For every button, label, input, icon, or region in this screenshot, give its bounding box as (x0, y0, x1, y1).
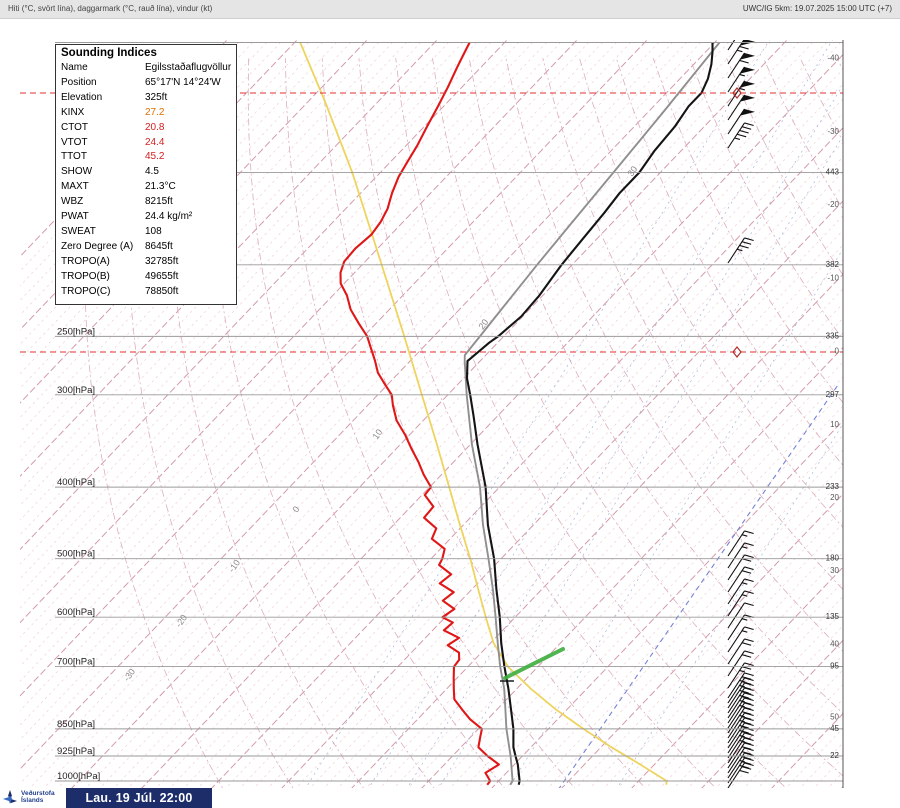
indices-row: KINX 27.2 (61, 106, 231, 121)
indices-row: SWEAT 108 (61, 225, 231, 240)
svg-text:300[hPa]: 300[hPa] (57, 385, 95, 396)
indices-row: TROPO(A) 32785ft (61, 255, 231, 270)
svg-text:50: 50 (830, 713, 839, 722)
index-value: 24.4 (145, 136, 165, 148)
svg-text:95: 95 (830, 662, 839, 671)
svg-text:850[hPa]: 850[hPa] (57, 719, 95, 730)
svg-text:700[hPa]: 700[hPa] (57, 657, 95, 668)
header-bar: Hiti (°C, svört lína), daggarmark (°C, r… (0, 0, 900, 19)
index-label: SWEAT (61, 225, 96, 237)
svg-text:-30: -30 (827, 127, 839, 136)
index-value: 49655ft (145, 270, 179, 282)
index-value: 108 (145, 225, 162, 237)
svg-text:297: 297 (826, 390, 840, 399)
vedurstofa-logo: Veðurstofa Íslands (2, 789, 55, 805)
index-label: Elevation (61, 91, 103, 103)
svg-text:925[hPa]: 925[hPa] (57, 746, 95, 757)
indices-row: Position 65°17'N 14°24'W (61, 76, 231, 91)
indices-row: TROPO(B) 49655ft (61, 270, 231, 285)
indices-row: Zero Degree (A) 8645ft (61, 240, 231, 255)
index-label: Name (61, 62, 88, 73)
index-value: 4.5 (145, 166, 159, 178)
index-label: TROPO(A) (61, 255, 110, 267)
svg-text:1000[hPa]: 1000[hPa] (57, 771, 100, 782)
svg-text:30: 30 (625, 164, 639, 178)
index-label: TROPO(B) (61, 270, 110, 282)
indices-row: CTOT 20.8 (61, 121, 231, 136)
footer-bar: Veðurstofa Íslands Lau. 19 Júl. 22:00 (0, 788, 900, 808)
vedurstofa-logo-text: Veðurstofa Íslands (21, 790, 55, 805)
svg-text:180: 180 (826, 554, 840, 563)
logo-line1: Veðurstofa (21, 789, 55, 797)
index-value: 325ft (145, 91, 168, 103)
indices-row: PWAT 24.4 kg/m² (61, 210, 231, 225)
index-value: 78850ft (145, 285, 179, 297)
svg-text:-10: -10 (827, 273, 839, 282)
vedurstofa-logo-icon (3, 790, 17, 804)
svg-text:20: 20 (476, 317, 490, 331)
index-value: 20.8 (145, 121, 165, 133)
svg-text:500[hPa]: 500[hPa] (57, 549, 95, 560)
svg-text:335: 335 (826, 331, 840, 340)
index-label: SHOW (61, 166, 93, 178)
index-label: CTOT (61, 121, 89, 133)
index-label: TROPO(C) (61, 285, 111, 297)
index-label: KINX (61, 106, 85, 118)
index-label: PWAT (61, 211, 89, 223)
index-value: 27.2 (145, 106, 165, 118)
indices-row: WBZ 8215ft (61, 195, 231, 210)
indices-row: MAXT 21.3°C (61, 180, 231, 195)
indices-row: VTOT 24.4 (61, 136, 231, 151)
index-value: 24.4 kg/m² (145, 211, 193, 223)
svg-text:22: 22 (830, 751, 839, 760)
model-run-label: UWC/IG 5km: 19.07.2025 15:00 UTC (+7) (742, 4, 892, 13)
index-label: Zero Degree (A) (61, 240, 134, 252)
chart-caption: Hiti (°C, svört lína), daggarmark (°C, r… (8, 4, 213, 13)
svg-text:45: 45 (830, 724, 839, 733)
index-value: 8645ft (145, 240, 173, 252)
svg-text:135: 135 (826, 612, 840, 621)
svg-text:600[hPa]: 600[hPa] (57, 607, 95, 618)
index-value: Egilsstaðaflugvöllur (145, 62, 232, 73)
svg-text:400[hPa]: 400[hPa] (57, 477, 95, 488)
indices-rows: Name Egilsstaðaflugvöllur Position 65°17'N … (61, 61, 231, 300)
indices-row: TTOT 45.2 (61, 150, 231, 165)
svg-text:40: 40 (830, 639, 839, 648)
index-value: 8215ft (145, 196, 173, 208)
svg-text:10: 10 (830, 420, 839, 429)
indices-box: Sounding Indices Name Egilsstaðaflugvöllu… (55, 44, 237, 305)
svg-text:20: 20 (830, 493, 839, 502)
index-label: TTOT (61, 151, 87, 163)
svg-text:382: 382 (826, 260, 840, 269)
svg-text:-20: -20 (827, 200, 839, 209)
index-label: Position (61, 76, 97, 88)
indices-row: SHOW 4.5 (61, 165, 231, 180)
valid-time-badge: Lau. 19 Júl. 22:00 (66, 788, 212, 808)
indices-row: Elevation 325ft (61, 91, 231, 106)
index-value: 32785ft (145, 255, 179, 267)
index-value: 21.3°C (145, 181, 176, 193)
index-label: MAXT (61, 181, 89, 193)
indices-row: TROPO(C) 78850ft (61, 285, 231, 300)
svg-text:0: 0 (290, 504, 301, 514)
index-value: 65°17'N 14°24'W (145, 76, 221, 88)
index-value: 45.2 (145, 151, 165, 163)
svg-text:0: 0 (835, 347, 840, 356)
indices-title: Sounding Indices (61, 47, 157, 59)
svg-text:250[hPa]: 250[hPa] (57, 326, 95, 337)
svg-text:233: 233 (826, 482, 840, 491)
logo-line2: Íslands (21, 797, 44, 804)
svg-text:443: 443 (826, 168, 840, 177)
index-label: WBZ (61, 196, 84, 208)
svg-text:-40: -40 (827, 54, 839, 63)
indices-row: Name Egilsstaðaflugvöllur (61, 61, 231, 76)
svg-text:10: 10 (370, 427, 384, 441)
index-label: VTOT (61, 136, 88, 148)
svg-text:30: 30 (830, 566, 839, 575)
